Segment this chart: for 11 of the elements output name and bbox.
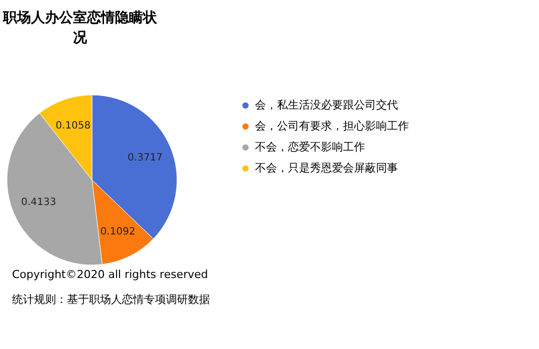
chart-title: 职场人办公室恋情隐瞒状况 [2, 9, 158, 46]
data-label: 0.3717 [128, 152, 163, 164]
legend-label: 会，公司有要求，担心影响工作 [255, 120, 409, 132]
legend-label: 不会，只是秀恩爱会屏蔽同事 [255, 162, 398, 174]
text: 统计规则：基于职场人恋情专项调研数据 [12, 293, 210, 306]
legend-label: 会，私生活没必要跟公司交代 [255, 98, 398, 112]
data-label: 0.4133 [21, 197, 56, 208]
text: Copyright©2020 all rights reserved [12, 268, 208, 281]
data-label: 0.1058 [56, 120, 91, 132]
data-label: 0.1092 [100, 226, 136, 238]
legend-label: 不会，恋爱不影响工作 [255, 140, 365, 154]
